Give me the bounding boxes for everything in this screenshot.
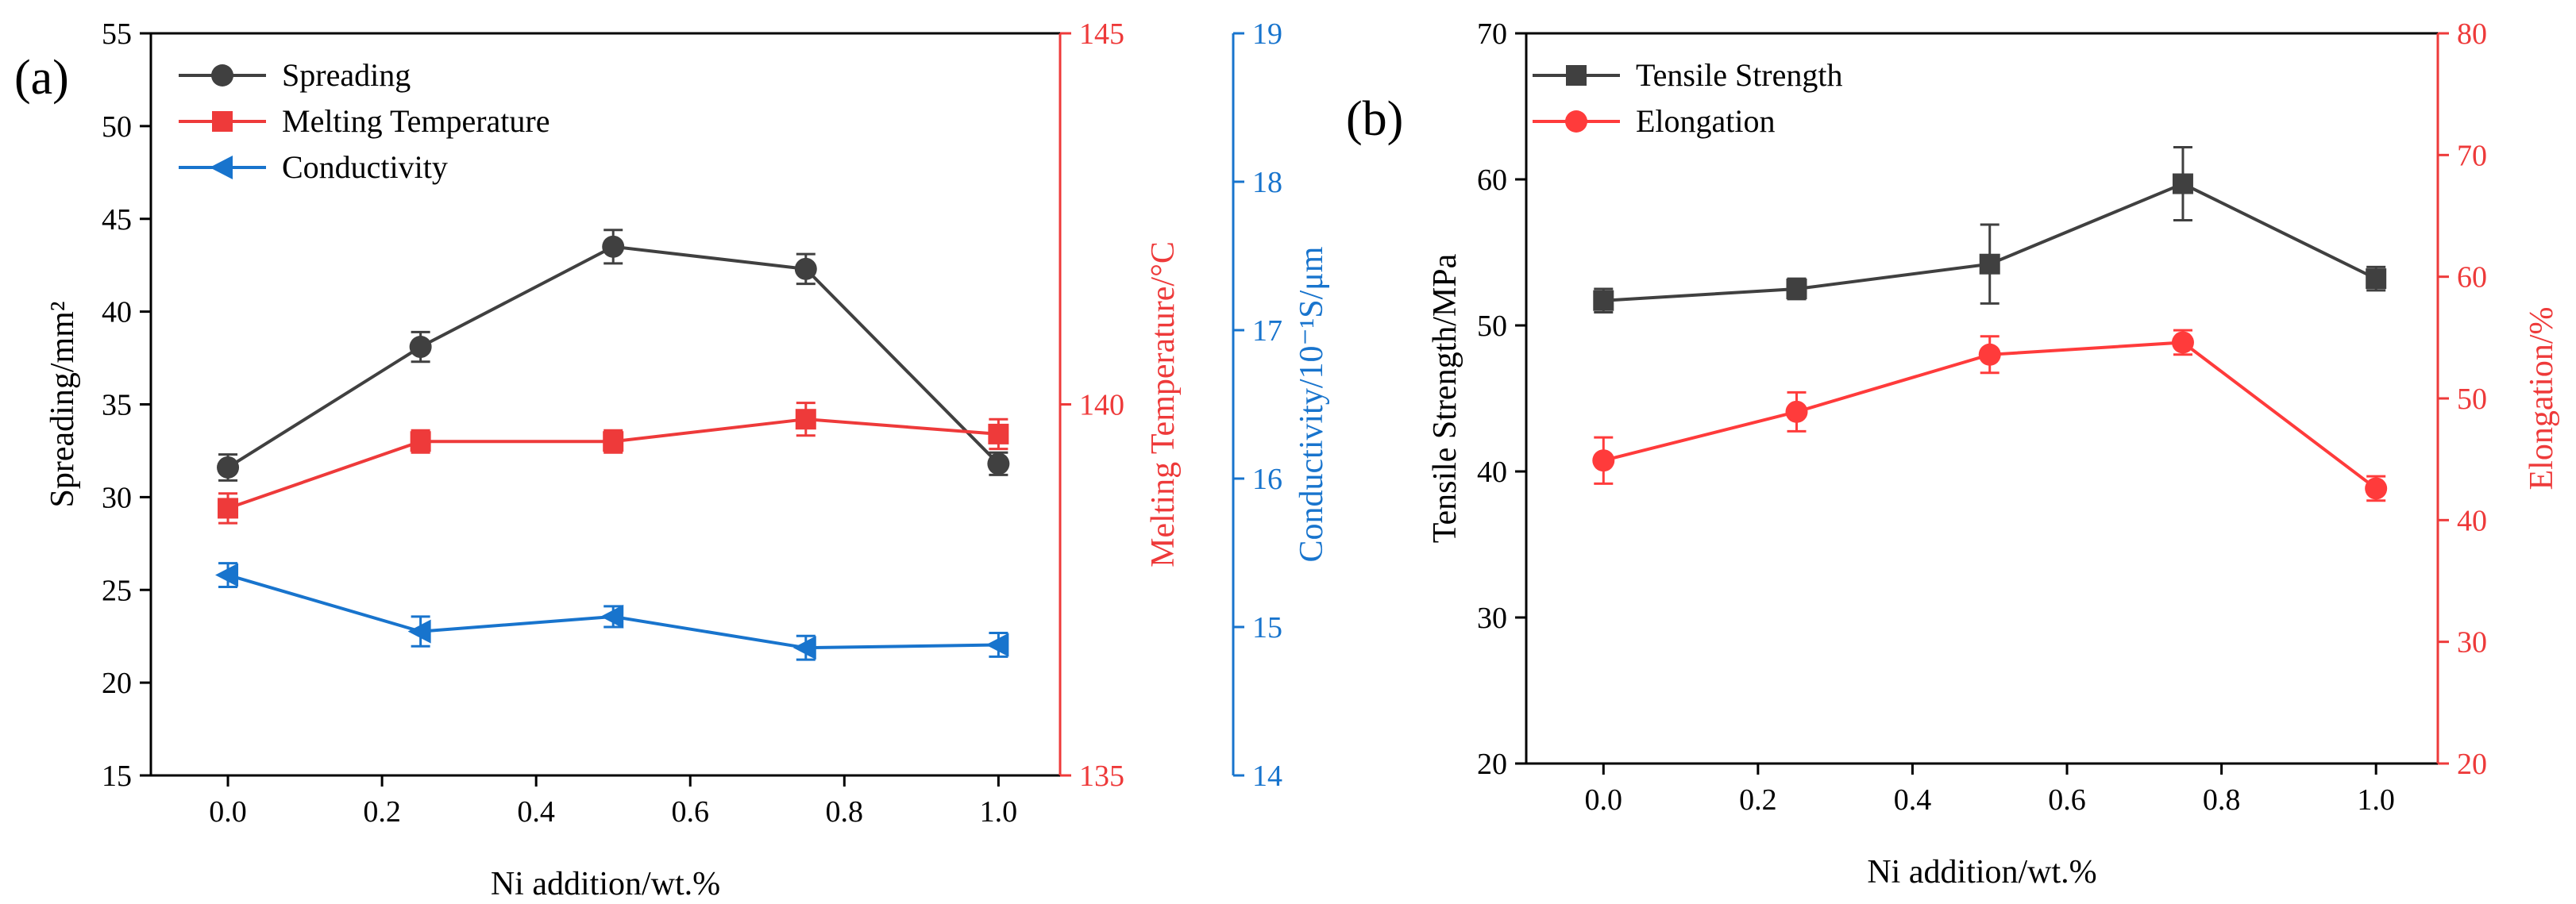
panel-a-legend-marker <box>212 111 233 132</box>
panel-a-label: (a) <box>14 51 69 105</box>
panel-b-data-point <box>1592 449 1615 472</box>
panel-b-x-tick-label: 0.0 <box>1585 783 1623 817</box>
panel-a-data-point <box>988 423 1009 444</box>
panel-b-x-tick-label: 0.2 <box>1739 783 1777 817</box>
panel-b-x-axis-label: Ni addition/wt.% <box>1867 854 2096 891</box>
panel-a-data-point <box>407 619 431 644</box>
panel-a-y-tick-label-0: 55 <box>102 17 132 51</box>
panel-a-data-point <box>602 235 625 258</box>
panel-b-data-point <box>1978 343 2001 366</box>
panel-a-x-tick-label: 0.8 <box>826 795 864 829</box>
panel-a-x-tick-label: 0.0 <box>209 795 247 829</box>
panel-b-y-tick-label-0: 70 <box>1477 17 1507 51</box>
panel-b-y-tick-label-0: 20 <box>1477 748 1507 781</box>
panel-a-legend-label: Spreading <box>282 57 411 93</box>
panel-a-y-tick-label-0: 40 <box>102 296 132 329</box>
panel-a-y-tick-label-2: 19 <box>1252 17 1282 51</box>
panel-a-y-axis-label-0: Spreading/mm² <box>44 302 81 508</box>
panel-b-y-tick-label-0: 40 <box>1477 456 1507 489</box>
panel-b-data-point <box>1786 279 1807 299</box>
panel-a-data-point <box>217 456 240 479</box>
panel-b-y-tick-label-0: 30 <box>1477 602 1507 635</box>
panel-b-data-point <box>2366 268 2387 290</box>
panel-a-y-tick-label-2: 14 <box>1252 760 1282 793</box>
panel-b-y-tick-label-1: 40 <box>2457 504 2487 537</box>
panel-a-y-tick-label-0: 30 <box>102 481 132 514</box>
panel-b-y-axis-label-0: Tensile Strength/MPa <box>1427 253 1463 543</box>
panel-b-data-point <box>1593 290 1614 311</box>
panel-a-data-point <box>792 636 816 660</box>
panel-a-x-axis-label: Ni addition/wt.% <box>491 866 720 902</box>
panel-b-data-point <box>2172 173 2193 194</box>
panel-a-y-tick-label-2: 17 <box>1252 314 1282 348</box>
panel-a-data-point <box>215 563 239 587</box>
panel-b-x-tick-label: 0.6 <box>2048 783 2086 817</box>
panel-a-y-tick-label-0: 20 <box>102 667 132 700</box>
panel-a-data-point <box>603 431 624 452</box>
panel-a-y-tick-label-2: 15 <box>1252 611 1282 644</box>
panel-a-data-point <box>795 409 816 430</box>
panel-b-x-tick-label: 1.0 <box>2357 783 2395 817</box>
panel-a-data-point <box>409 336 432 359</box>
panel-b-data-point <box>1785 400 1808 423</box>
panel-b-y-tick-label-1: 20 <box>2457 748 2487 781</box>
panel-b-legend-label: Tensile Strength <box>1636 57 1843 93</box>
panel-a-y-tick-label-2: 18 <box>1252 166 1282 199</box>
panel-a-legend-label: Melting Temperature <box>282 103 550 139</box>
panel-b-y-tick-label-0: 60 <box>1477 163 1507 197</box>
panel-a-y-tick-label-1: 145 <box>1079 17 1124 51</box>
panel-b-legend-label: Elongation <box>1636 103 1776 139</box>
panel-a-x-tick-label: 0.4 <box>517 795 555 829</box>
panel-a-y-tick-label-0: 45 <box>102 203 132 237</box>
panel-a-y-tick-label-1: 140 <box>1079 389 1124 422</box>
panel-b-y-axis-label-1: Elongation/% <box>2524 307 2560 490</box>
panel-a-legend-marker <box>210 156 233 179</box>
panel-b-y-tick-label-1: 80 <box>2457 17 2487 51</box>
panel-b-y-tick-label-1: 30 <box>2457 626 2487 660</box>
panel-b-y-tick-label-1: 60 <box>2457 261 2487 294</box>
panel-a-x-tick-label: 1.0 <box>980 795 1018 829</box>
panel-b-y-tick-label-1: 70 <box>2457 139 2487 172</box>
panel-b-y-tick-label-0: 50 <box>1477 310 1507 343</box>
panel-a-y-tick-label-1: 135 <box>1079 760 1124 793</box>
panel-a-data-point <box>985 633 1009 657</box>
panel-a-data-point <box>794 257 817 280</box>
panel-b-legend-marker <box>1565 110 1587 133</box>
panel-a-y-tick-label-2: 16 <box>1252 463 1282 496</box>
panel-b-legend-marker <box>1566 65 1587 86</box>
panel-a-x-tick-label: 0.2 <box>363 795 401 829</box>
panel-a-x-tick-label: 0.6 <box>671 795 709 829</box>
panel-b-data-point <box>2171 331 2194 354</box>
panel-a-y-tick-label-0: 25 <box>102 574 132 607</box>
panel-b-x-tick-label: 0.8 <box>2203 783 2241 817</box>
panel-b-data-point <box>2365 477 2388 500</box>
panel-a-y-tick-label-0: 35 <box>102 389 132 422</box>
panel-b-label: (b) <box>1346 92 1403 146</box>
panel-a-data-point <box>987 452 1010 475</box>
panel-b-data-point <box>1979 253 2000 275</box>
panel-a-y-axis-label-1: Melting Temperature/°C <box>1145 241 1182 567</box>
panel-a-data-point <box>600 604 624 629</box>
panel-a-y-tick-label-0: 50 <box>102 110 132 144</box>
panel-a-legend-label: Conductivity <box>282 149 448 185</box>
panel-a-y-axis-label-2: Conductivity/10⁻¹S/μm <box>1294 246 1330 562</box>
panel-a-data-point <box>218 498 239 519</box>
panel-a-y-tick-label-0: 15 <box>102 760 132 793</box>
panel-b-x-tick-label: 0.4 <box>1894 783 1932 817</box>
panel-a-data-point <box>410 431 431 452</box>
panel-a-legend-marker <box>211 64 233 87</box>
panel-b-y-tick-label-1: 50 <box>2457 383 2487 416</box>
